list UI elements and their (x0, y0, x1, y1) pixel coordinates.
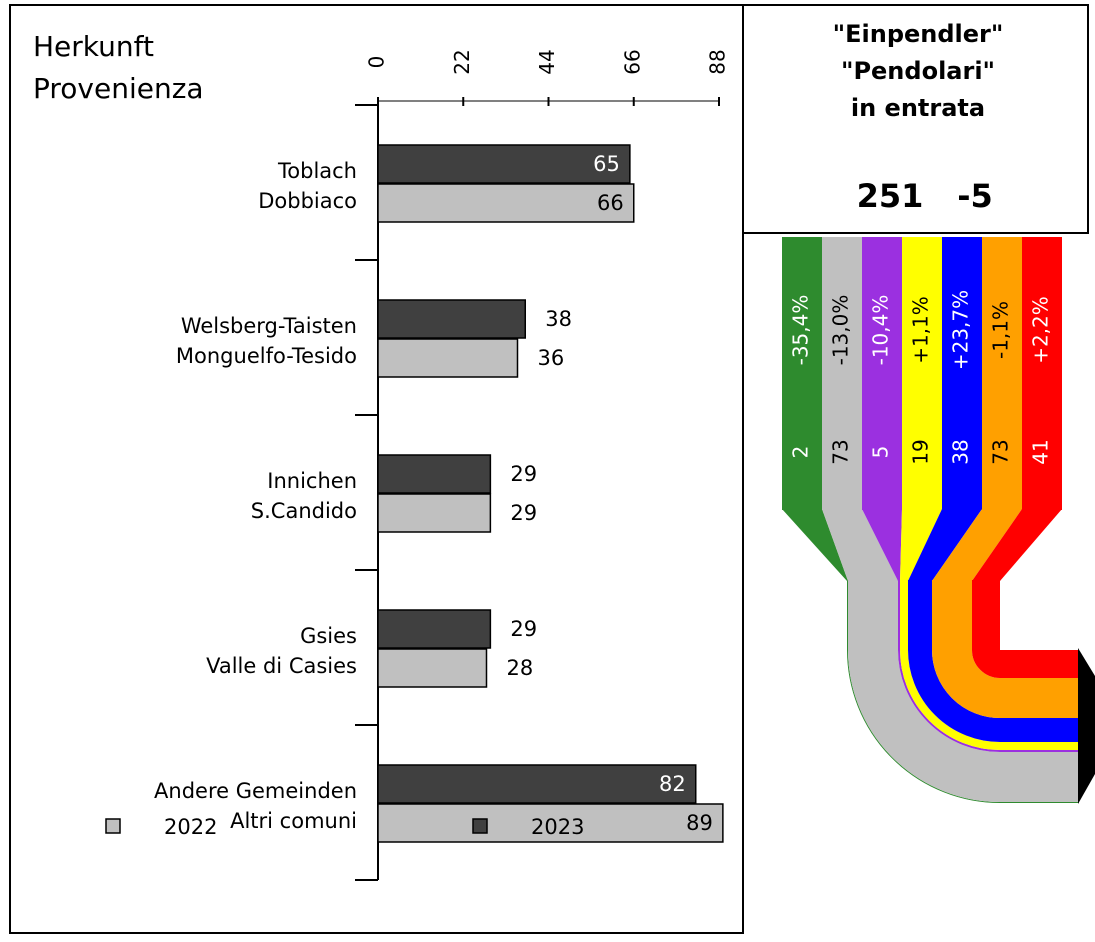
legend-swatch (105, 818, 121, 834)
bar (377, 338, 519, 378)
bar (377, 454, 492, 494)
flow-title: in entrata (851, 94, 985, 122)
flow-stream (848, 580, 1079, 802)
flow-change: -5 (957, 177, 993, 215)
flow-stream (782, 509, 848, 581)
flow-arrow (1078, 648, 1095, 804)
bar (377, 764, 697, 804)
flow-stream (972, 580, 1079, 678)
stream-change: -13,0% (829, 295, 853, 366)
y-tick-label: Gsies (300, 624, 357, 648)
bar (377, 803, 724, 843)
y-tick-label: Dobbiaco (258, 189, 357, 213)
legend-label: 2022 (164, 815, 217, 839)
data-label: 29 (510, 501, 537, 525)
data-label: 89 (686, 811, 713, 835)
flow-stream (932, 580, 1079, 718)
x-tick-label: 44 (535, 49, 559, 74)
flow-stream (862, 237, 902, 510)
flow-total: 251 (857, 177, 924, 215)
flow-title: "Pendolari" (841, 57, 995, 85)
y-tick-label: Valle di Casies (206, 654, 357, 678)
flow-stream (908, 509, 982, 581)
stream-change: -10,4% (869, 295, 893, 366)
stream-value: 2 (789, 446, 813, 459)
flow-title: "Einpendler" (833, 20, 1004, 48)
stream-change: +1,1% (909, 296, 933, 364)
flow-stream (900, 509, 942, 581)
x-tick-label: 66 (620, 49, 644, 74)
x-tick-label: 0 (365, 56, 389, 69)
bar (377, 183, 635, 223)
bar (377, 609, 492, 649)
data-label: 66 (597, 191, 624, 215)
bar (377, 144, 631, 184)
stream-value: 5 (869, 446, 893, 459)
flow-stream (822, 237, 862, 510)
chart-title: Herkunft (33, 30, 154, 63)
y-tick-label: Andere Gemeinden (154, 779, 357, 803)
bar (377, 493, 492, 533)
stream-value: 73 (989, 439, 1013, 464)
stream-value: 41 (1029, 439, 1053, 464)
stream-value: 19 (909, 439, 933, 464)
stream-change: -35,4% (789, 295, 813, 366)
data-label: 82 (659, 772, 686, 796)
legend-label: 2023 (531, 815, 584, 839)
y-tick-label: Altri comuni (230, 809, 357, 833)
y-tick-label: Welsberg-Taisten (181, 314, 357, 338)
y-tick-label: Toblach (277, 159, 357, 183)
flow-stream (982, 237, 1022, 510)
data-label: 29 (510, 617, 537, 641)
data-label: 38 (545, 307, 572, 331)
flow-stream (900, 580, 1079, 750)
flow-stream (942, 237, 982, 510)
stream-change: +2,2% (1029, 296, 1053, 364)
stream-change: -1,1% (989, 301, 1013, 359)
stream-change: +23,7% (949, 290, 973, 370)
y-tick-label: Innichen (267, 469, 357, 493)
bar (377, 648, 488, 688)
stream-value: 73 (829, 439, 853, 464)
stream-value: 38 (949, 439, 973, 464)
bar (377, 299, 526, 339)
flow-stream (972, 509, 1062, 581)
flow-stream (908, 580, 1079, 742)
flow-stream (932, 509, 1022, 581)
x-tick-label: 88 (706, 49, 730, 74)
chart-title: Provenienza (33, 72, 204, 105)
x-tick-label: 22 (450, 49, 474, 74)
y-tick-label: Monguelfo-Tesido (176, 344, 357, 368)
flow-stream (862, 509, 902, 581)
data-label: 36 (538, 346, 565, 370)
flow-header-box (742, 4, 1089, 234)
data-label: 29 (510, 462, 537, 486)
flow-stream (1022, 237, 1062, 510)
flow-streams (782, 237, 1079, 803)
data-label: 65 (593, 152, 620, 176)
y-tick-label: S.Candido (251, 499, 357, 523)
flow-stream (782, 237, 822, 510)
data-label: 28 (507, 656, 534, 680)
flow-stream (898, 580, 1079, 752)
flow-stream (847, 580, 1079, 803)
legend-swatch (472, 818, 488, 834)
flow-stream (822, 509, 898, 581)
flow-stream (902, 237, 942, 510)
